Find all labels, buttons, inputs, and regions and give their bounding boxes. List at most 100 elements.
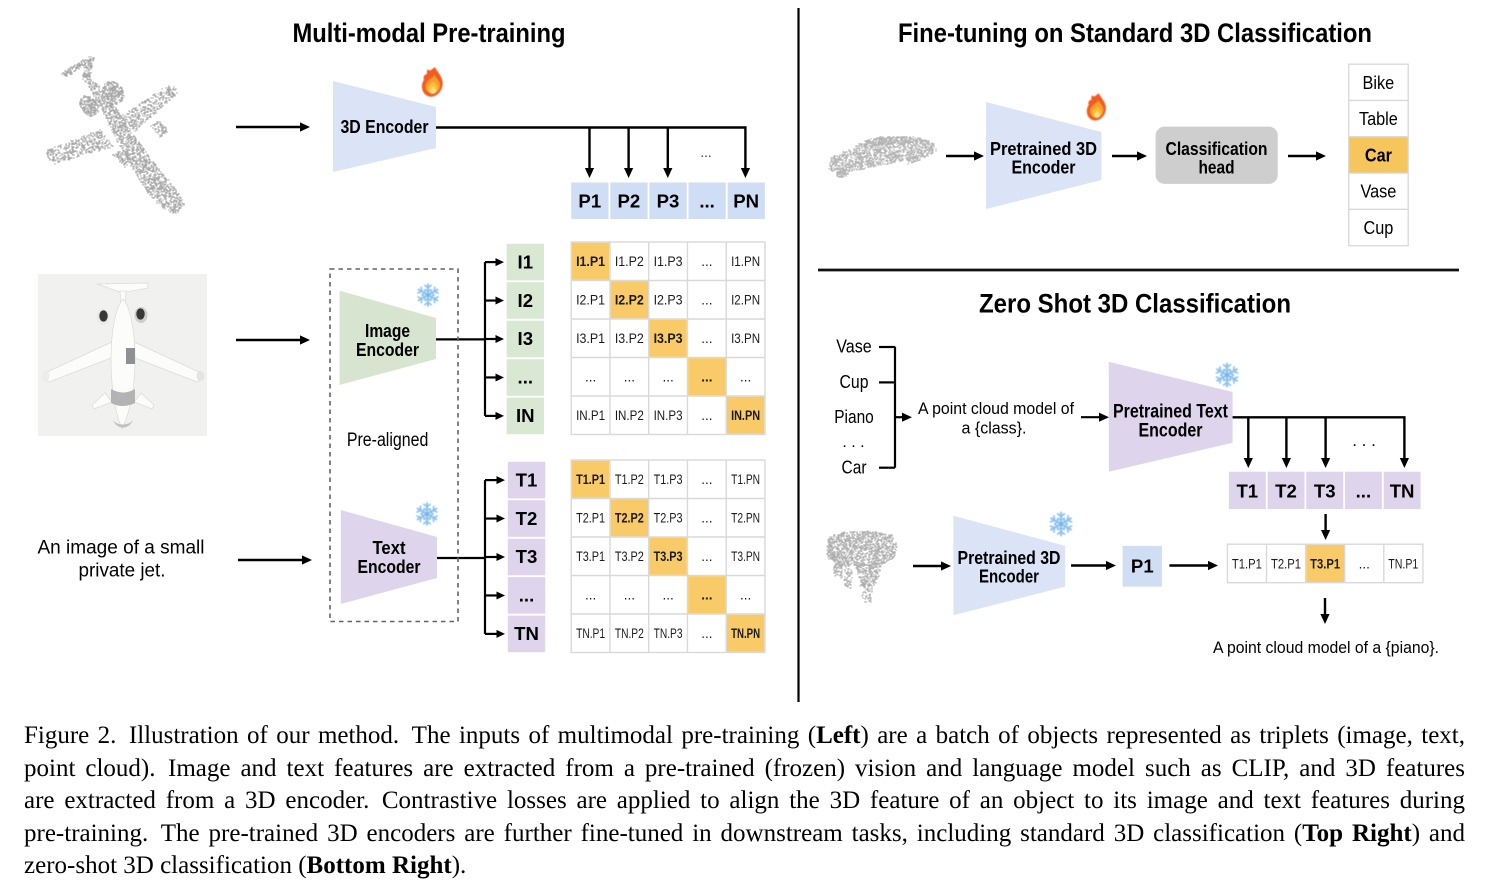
- svg-text:T1.P3: T1.P3: [654, 472, 683, 487]
- svg-text:Pretrained 3D: Pretrained 3D: [958, 548, 1061, 568]
- svg-text:A point cloud model of a {pian: A point cloud model of a {piano}.: [1213, 639, 1439, 657]
- svg-text:T2.P1: T2.P1: [576, 511, 605, 526]
- svg-text:IN.PN: IN.PN: [731, 408, 760, 423]
- svg-text:I1.P3: I1.P3: [654, 254, 683, 269]
- svg-text:Encoder: Encoder: [358, 556, 421, 577]
- svg-text:P3: P3: [657, 190, 680, 211]
- svg-text:T2.P2: T2.P2: [615, 511, 644, 526]
- svg-text:TN: TN: [1390, 481, 1415, 502]
- svg-text:Encoder: Encoder: [1139, 421, 1203, 442]
- svg-text:...: ...: [701, 331, 712, 346]
- svg-text:I3.P1: I3.P1: [576, 331, 605, 346]
- svg-text:I2.P3: I2.P3: [654, 293, 683, 308]
- svg-text:T1.P2: T1.P2: [615, 472, 644, 487]
- svg-text:T2.P3: T2.P3: [654, 511, 683, 526]
- svg-text:TN.P3: TN.P3: [654, 626, 683, 641]
- svg-text:...: ...: [585, 370, 596, 385]
- svg-text:T3.P2: T3.P2: [615, 549, 644, 564]
- svg-text:TN: TN: [514, 623, 539, 644]
- svg-text:...: ...: [701, 511, 712, 526]
- svg-text:T3: T3: [516, 546, 538, 567]
- svg-text:Car: Car: [1365, 144, 1392, 165]
- svg-text:Pre-aligned: Pre-aligned: [347, 430, 429, 451]
- svg-text:...: ...: [701, 254, 712, 269]
- svg-text:I3: I3: [518, 328, 534, 349]
- svg-text:I2.P2: I2.P2: [615, 293, 644, 308]
- svg-text:...: ...: [518, 367, 534, 388]
- svg-text:Fine-tuning on Standard 3D Cla: Fine-tuning on Standard 3D Classificatio…: [898, 18, 1372, 48]
- svg-text:...: ...: [662, 370, 673, 385]
- svg-text:IN: IN: [516, 405, 535, 426]
- svg-text:a {class}.: a {class}.: [962, 420, 1027, 438]
- svg-text:...: ...: [1356, 481, 1372, 502]
- svg-text:Vase: Vase: [1360, 181, 1396, 202]
- svg-text:IN.P2: IN.P2: [615, 408, 644, 423]
- svg-text:T1.P1: T1.P1: [576, 472, 605, 487]
- svg-text:A point cloud model of: A point cloud model of: [918, 400, 1074, 418]
- svg-text:...: ...: [662, 588, 673, 603]
- svg-text:I2: I2: [518, 290, 534, 311]
- svg-text:...: ...: [740, 370, 751, 385]
- svg-text:I2.P1: I2.P1: [576, 293, 605, 308]
- svg-text:Zero Shot 3D Classification: Zero Shot 3D Classification: [979, 289, 1291, 319]
- svg-text:...: ...: [701, 626, 712, 641]
- svg-text:Cup: Cup: [1363, 217, 1393, 238]
- svg-text:I3.P3: I3.P3: [654, 331, 683, 346]
- svg-text:private jet.: private jet.: [79, 560, 166, 581]
- svg-text:...: ...: [701, 472, 712, 487]
- svg-text:...: ...: [700, 145, 711, 160]
- svg-text:Image: Image: [365, 320, 410, 341]
- svg-text:. . .: . . .: [1352, 431, 1376, 450]
- svg-text:Car: Car: [842, 458, 867, 478]
- svg-text:I1.P2: I1.P2: [615, 254, 644, 269]
- svg-text:I1: I1: [518, 251, 534, 272]
- svg-text:Multi-modal Pre-training: Multi-modal Pre-training: [293, 18, 566, 48]
- svg-text:T3.P3: T3.P3: [654, 549, 683, 564]
- svg-text:head: head: [1199, 157, 1235, 178]
- svg-text:...: ...: [701, 370, 712, 385]
- svg-text:I1.P1: I1.P1: [576, 254, 605, 269]
- svg-text:TN.P1: TN.P1: [576, 626, 605, 641]
- svg-text:T3: T3: [1314, 481, 1336, 502]
- svg-text:...: ...: [699, 190, 715, 211]
- svg-text:T3.P1: T3.P1: [576, 549, 605, 564]
- svg-text:. . .: . . .: [842, 434, 864, 451]
- svg-text:Piano: Piano: [834, 407, 874, 427]
- svg-text:...: ...: [701, 408, 712, 423]
- svg-text:Cup: Cup: [840, 372, 869, 392]
- svg-text:T1.PN: T1.PN: [731, 472, 760, 487]
- svg-text:I3.P2: I3.P2: [615, 331, 644, 346]
- svg-text:IN.P1: IN.P1: [576, 408, 605, 423]
- svg-text:I2.PN: I2.PN: [731, 293, 760, 308]
- svg-text:Table: Table: [1359, 108, 1398, 129]
- svg-text:...: ...: [624, 588, 635, 603]
- svg-text:Classification: Classification: [1166, 138, 1268, 159]
- svg-text:P2: P2: [618, 190, 641, 211]
- svg-text:T1: T1: [516, 469, 538, 490]
- svg-text:T2.PN: T2.PN: [731, 511, 760, 526]
- svg-text:T1.P1: T1.P1: [1232, 557, 1262, 572]
- svg-text:...: ...: [519, 585, 535, 606]
- svg-text:Vase: Vase: [836, 337, 871, 357]
- svg-text:P1: P1: [1131, 556, 1154, 577]
- svg-text:T2: T2: [1275, 481, 1297, 502]
- svg-text:Pretrained 3D: Pretrained 3D: [990, 138, 1097, 159]
- svg-text:TN.PN: TN.PN: [731, 626, 760, 641]
- svg-text:Encoder: Encoder: [979, 567, 1039, 587]
- svg-text:PN: PN: [733, 190, 759, 211]
- svg-text:...: ...: [701, 293, 712, 308]
- svg-text:3D Encoder: 3D Encoder: [341, 117, 429, 137]
- svg-text:I3.PN: I3.PN: [731, 331, 760, 346]
- svg-text:Encoder: Encoder: [1012, 157, 1077, 178]
- svg-text:Encoder: Encoder: [356, 339, 419, 360]
- svg-text:P1: P1: [578, 190, 601, 211]
- svg-text:IN.P3: IN.P3: [654, 408, 683, 423]
- svg-text:Pretrained Text: Pretrained Text: [1113, 402, 1229, 423]
- svg-text:TN.P2: TN.P2: [615, 626, 644, 641]
- svg-text:...: ...: [624, 370, 635, 385]
- svg-text:TN.P1: TN.P1: [1388, 557, 1418, 572]
- svg-text:...: ...: [1359, 557, 1370, 572]
- svg-text:T3.P1: T3.P1: [1310, 557, 1340, 572]
- svg-text:Bike: Bike: [1363, 72, 1395, 93]
- svg-text:T1: T1: [1236, 481, 1258, 502]
